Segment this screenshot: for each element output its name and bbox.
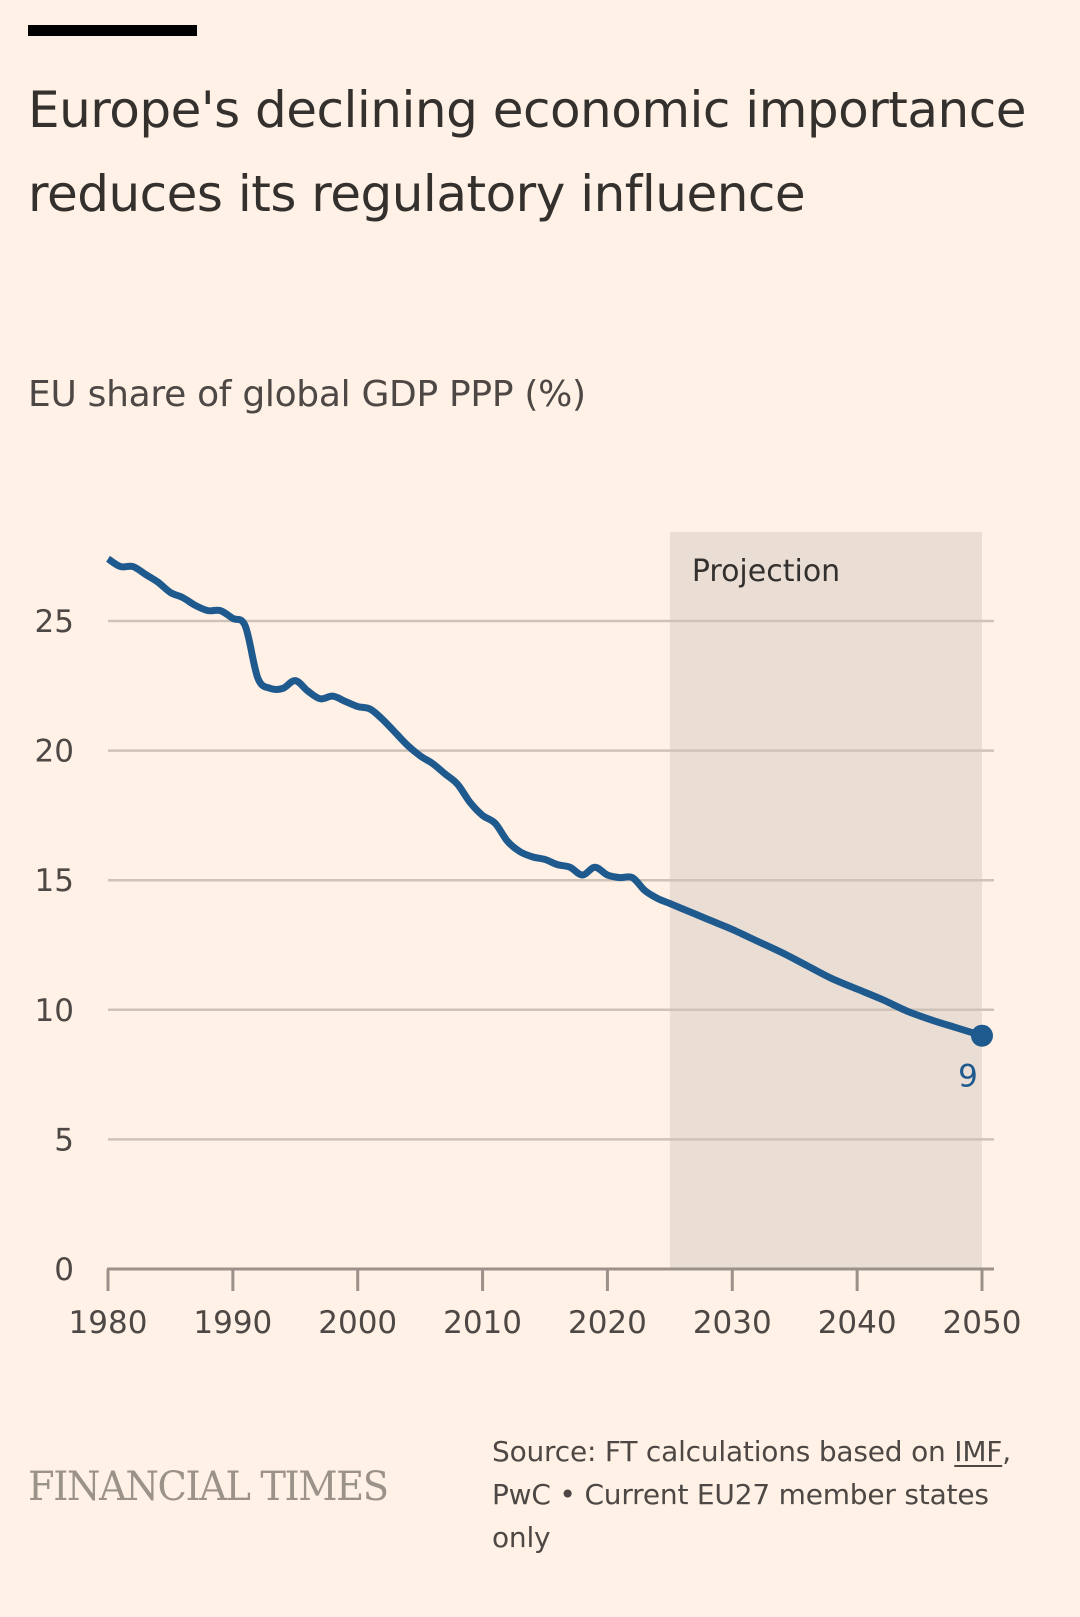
source-note: Source: FT calculations based on IMF, Pw… [492,1430,1052,1559]
x-tick-label: 2030 [693,1305,772,1341]
x-tick-label: 2040 [818,1305,897,1341]
line-chart: Projection 0 5 10 15 20 25 1980 1990 2000 2010 20… [35,532,1022,1341]
projection-shade [669,532,982,1269]
series-line [106,555,984,1040]
end-value-label: 9 [958,1059,978,1095]
x-tick-label: 2010 [443,1305,522,1341]
y-tick-label: 10 [35,993,74,1029]
projection-label: Projection [692,554,840,589]
chart-subtitle: EU share of global GDP PPP (%) [28,374,586,415]
top-rule [28,25,197,36]
x-tick-label: 2000 [318,1305,397,1341]
x-tick-label: 2020 [568,1305,647,1341]
end-point-marker [971,1024,993,1047]
y-tick-label: 5 [54,1122,74,1158]
financial-times-logo: FINANCIAL TIMES [28,1464,389,1510]
imf-source-link[interactable]: IMF [954,1435,1003,1468]
y-tick-label: 0 [54,1252,74,1288]
source-prefix: Source: FT calculations based on [492,1435,946,1468]
y-tick-label: 20 [35,734,74,770]
x-tick-label: 1980 [69,1305,148,1341]
source-suffix: , PwC • Current EU27 member states only [492,1435,1011,1554]
y-tick-label: 25 [35,604,74,640]
x-tick-label: 2050 [943,1305,1022,1341]
y-tick-label: 15 [35,863,74,899]
chart-title: Europe's declining economic importance r… [28,81,1026,223]
x-tick-label: 1990 [193,1305,272,1341]
